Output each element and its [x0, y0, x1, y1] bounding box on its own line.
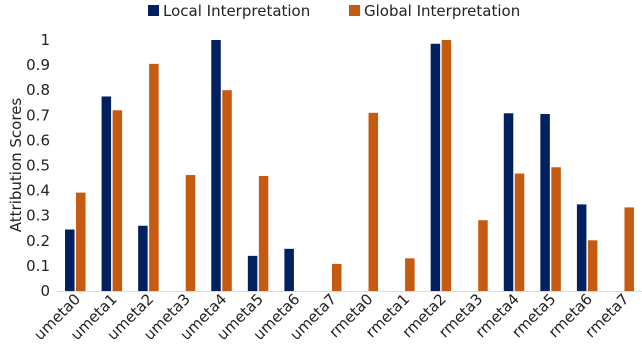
y-tick-label: 0.4 — [26, 182, 50, 200]
bar-local-rmeta2 — [430, 43, 441, 291]
bar-local-rmeta5 — [540, 114, 550, 291]
bar-local-umeta2 — [138, 225, 148, 291]
bar-local-umeta6 — [284, 248, 294, 291]
bar-local-rmeta4 — [503, 113, 514, 292]
bar-global-rmeta6 — [587, 240, 598, 291]
bar-global-rmeta1 — [405, 258, 415, 291]
bar-global-umeta7 — [331, 263, 342, 291]
bar-global-rmeta0 — [368, 112, 379, 291]
bar-local-umeta1 — [101, 96, 112, 291]
bar-global-umeta0 — [76, 192, 86, 291]
bar-global-rmeta3 — [478, 220, 488, 291]
y-tick-label: 0 — [40, 282, 50, 300]
y-tick-label: 0.2 — [26, 232, 50, 250]
y-tick-label: 0.7 — [26, 106, 50, 124]
y-axis: 0 0.1 0.2 0.3 0.4 0.5 0.6 0.7 0.8 0.9 1 — [26, 31, 50, 300]
x-axis: umeta0umeta1umeta2umeta3umeta4umeta5umet… — [30, 290, 642, 344]
bar-global-umeta5 — [258, 176, 269, 291]
bar-global-umeta2 — [149, 63, 159, 291]
bar-global-rmeta7 — [624, 207, 634, 291]
y-tick-label: 0.5 — [26, 157, 50, 175]
y-tick-label: 1 — [40, 31, 50, 49]
bar-local-umeta4 — [211, 40, 221, 291]
bar-global-umeta3 — [185, 175, 196, 291]
y-tick-label: 0.3 — [26, 207, 50, 225]
bar-global-rmeta2 — [441, 40, 452, 291]
bar-global-umeta1 — [112, 110, 123, 291]
bar-global-umeta4 — [222, 90, 232, 291]
y-tick-label: 0.6 — [26, 131, 50, 149]
legend-swatch-local — [148, 5, 159, 16]
y-axis-title: Attribution Scores — [7, 98, 25, 233]
legend-swatch-global — [349, 5, 360, 16]
y-tick-label: 0.8 — [26, 81, 50, 99]
bar-global-rmeta4 — [514, 173, 525, 291]
legend: Local Interpretation Global Interpretatio… — [148, 2, 520, 20]
bar-global-rmeta5 — [551, 167, 561, 291]
legend-label-global: Global Interpretation — [364, 2, 520, 20]
bar-local-umeta0 — [65, 229, 75, 291]
bars — [65, 40, 634, 292]
y-tick-label: 0.9 — [26, 56, 50, 74]
y-tick-label: 0.1 — [26, 257, 50, 275]
legend-label-local: Local Interpretation — [163, 2, 310, 20]
bar-local-umeta5 — [247, 255, 258, 291]
bar-local-rmeta6 — [576, 204, 587, 291]
